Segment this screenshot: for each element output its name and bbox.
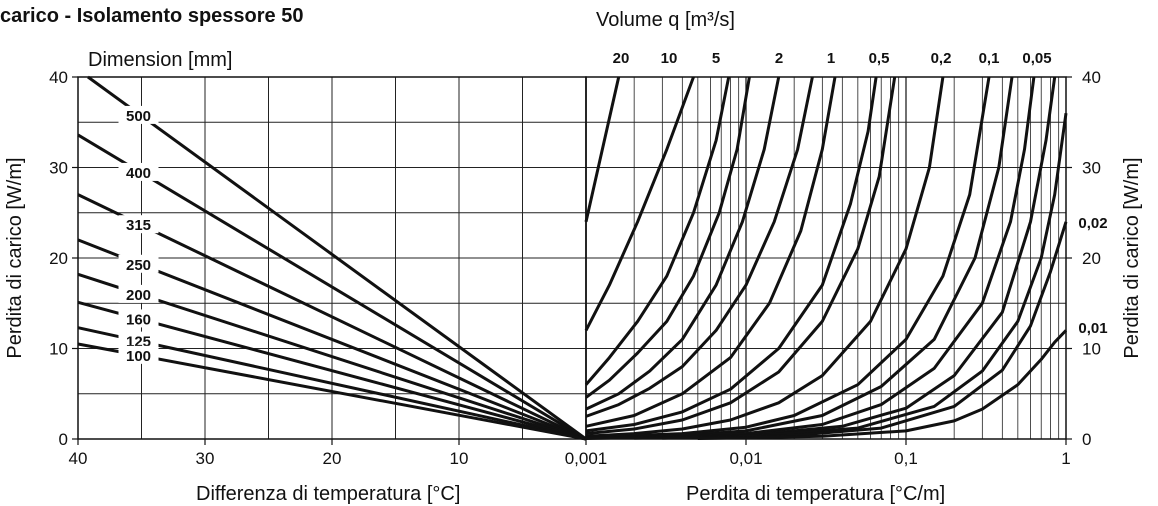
series-line-200 [77, 272, 587, 441]
volume-label-0,2: 0,2 [931, 50, 952, 67]
right-y-axis-label: Perdita di carico [W/m] [1121, 157, 1143, 358]
volume-label-0,05: 0,05 [1022, 50, 1051, 67]
chart-title: carico - Isolamento spessore 50 [0, 5, 303, 27]
volume-label-20: 20 [613, 50, 630, 67]
left-y-tick-label: 20 [49, 249, 68, 268]
right-y-tick-label: 10 [1082, 340, 1101, 359]
dimension-label-bg [118, 331, 159, 350]
volume-curve-5 [585, 76, 751, 399]
series-line-315 [77, 193, 587, 441]
right-x-axis-label: Perdita di temperatura [°C/m] [686, 483, 945, 505]
x-tick-label: 0,001 [565, 449, 608, 468]
series-line-125 [77, 326, 587, 441]
dimension-label-400: 400 [126, 165, 151, 182]
dimension-label-160: 160 [126, 311, 151, 328]
volume-curve-0,2 [585, 76, 945, 438]
dimension-label-bg [118, 215, 159, 234]
volume-label-5: 5 [712, 50, 720, 67]
right-y-tick-label: 40 [1082, 68, 1101, 87]
right-y-tick-label: 0 [1082, 430, 1091, 449]
right-y-tick-label: 30 [1082, 159, 1101, 178]
volume-curve-20 [584, 76, 621, 223]
volume-curve-10 [584, 76, 731, 386]
volume-curve-unlabeled-13 [585, 76, 1057, 440]
x-tick-label: 30 [196, 449, 215, 468]
left-x-axis-label: Differenza di temperatura [°C] [196, 483, 460, 505]
x-tick-label: 0,1 [894, 449, 918, 468]
left-series [77, 75, 587, 441]
volume-curve-0,05 [585, 76, 1036, 440]
dimension-label-bg [118, 162, 159, 181]
series-line-500 [87, 75, 587, 441]
volume-curve-2 [585, 76, 814, 418]
volume-curve-20 [584, 76, 695, 332]
volume-curve-0,01 [697, 329, 1068, 440]
volume-curve-0,02 [662, 221, 1068, 440]
dimension-label-bg [118, 345, 159, 364]
dimension-label-200: 200 [126, 287, 151, 304]
dimension-label-250: 250 [126, 257, 151, 274]
volume-curve-unlabeled-4 [585, 76, 781, 411]
volume-header: Volume q [m³/s] [596, 9, 735, 31]
volume-curve-unlabeled-8 [585, 76, 897, 436]
right-series [584, 76, 1068, 440]
x-tick-label: 10 [450, 449, 469, 468]
volume-curve-0,1 [585, 76, 991, 439]
volume-label-0,02: 0,02 [1078, 215, 1107, 232]
left-y-tick-label: 40 [49, 68, 68, 87]
volume-curve-0,5 [585, 76, 878, 433]
volume-label-2: 2 [775, 50, 783, 67]
volume-curve-unlabeled-14 [634, 112, 1068, 440]
dimension-header: Dimension [mm] [88, 49, 232, 71]
left-y-tick-label: 0 [59, 430, 68, 449]
series-line-250 [77, 238, 587, 441]
series-line-160 [77, 300, 587, 441]
dimension-label-bg [118, 254, 159, 273]
volume-label-0,5: 0,5 [869, 50, 890, 67]
right-grid [585, 76, 1066, 440]
volume-curve-1 [585, 76, 837, 428]
x-tick-label: 20 [323, 449, 342, 468]
dimension-label-bg [118, 105, 159, 124]
series-line-100 [77, 342, 587, 441]
right-y-tick-label: 20 [1082, 249, 1101, 268]
volume-label-0,01: 0,01 [1078, 320, 1107, 337]
series-line-400 [77, 133, 587, 441]
x-tick-label: 0,01 [729, 449, 762, 468]
volume-label-10: 10 [661, 50, 678, 67]
volume-label-1: 1 [827, 50, 835, 67]
left-y-axis-label: Perdita di carico [W/m] [4, 157, 26, 358]
dimension-label-100: 100 [126, 348, 151, 365]
left-y-tick-label: 10 [49, 340, 68, 359]
x-tick-label: 1 [1061, 449, 1070, 468]
dimension-label-bg [118, 284, 159, 303]
x-tick-label: 40 [69, 449, 88, 468]
dimension-label-500: 500 [126, 108, 151, 125]
dimension-label-bg [118, 309, 159, 328]
left-y-tick-label: 30 [49, 159, 68, 178]
dimension-label-315: 315 [126, 217, 151, 234]
volume-label-0,1: 0,1 [979, 50, 1000, 67]
